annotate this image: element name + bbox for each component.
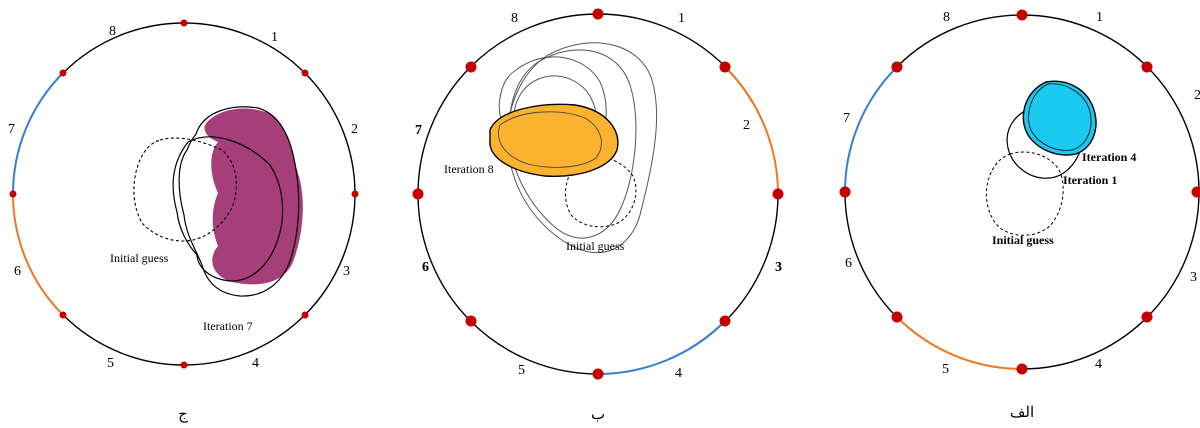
electrode-label: 1 — [271, 30, 278, 45]
electrode — [1141, 311, 1153, 323]
target-inclusion — [204, 108, 303, 285]
blue-arc — [844, 66, 898, 193]
electrode-label: 2 — [743, 118, 750, 133]
electrode-label: 6 — [422, 260, 429, 275]
iteration-label: Iteration 8 — [444, 162, 494, 176]
electrode — [1016, 363, 1028, 375]
electrode — [465, 315, 477, 327]
electrode — [1141, 61, 1153, 73]
iteration-8-outline — [498, 111, 602, 168]
electrode-label: 6 — [845, 256, 852, 271]
electrode-label: 5 — [107, 356, 114, 371]
iteration-label: Iteration 7 — [203, 319, 253, 333]
electrode — [180, 19, 188, 27]
electrode-label: 4 — [1095, 357, 1102, 372]
electrode — [59, 69, 67, 77]
initial-guess-outline — [985, 151, 1064, 236]
electrode-label: 7 — [843, 111, 850, 126]
electrode-label: 8 — [109, 24, 116, 39]
electrode — [180, 361, 188, 369]
iteration-7-outline-inner — [172, 136, 284, 282]
electrode — [772, 188, 784, 200]
iteration-7-outline-outer — [178, 106, 300, 297]
orange-arc — [724, 66, 779, 195]
electrode-label: 1 — [1096, 10, 1103, 25]
electrode-label: 4 — [675, 366, 682, 381]
electrode — [9, 190, 17, 198]
electrodes — [839, 9, 1200, 375]
electrode-label: 5 — [518, 363, 525, 378]
electrode — [592, 8, 604, 20]
electrode-label: 6 — [14, 264, 21, 279]
panel-caption: الف — [1010, 405, 1034, 421]
initial-guess-label: Initial guess — [566, 239, 625, 253]
electrodes — [412, 8, 784, 380]
electrodes — [9, 19, 359, 369]
orange-arc — [896, 316, 1023, 370]
electrode — [351, 190, 359, 198]
electrode — [719, 315, 731, 327]
electrode-label: 3 — [775, 260, 782, 275]
electrode — [891, 61, 903, 73]
electrode — [59, 311, 67, 319]
electrode — [301, 311, 309, 319]
orange-arc — [11, 193, 64, 316]
electrode — [1016, 9, 1028, 21]
electrode — [592, 368, 604, 380]
panel-caption: ب — [591, 407, 605, 423]
blue-arc — [11, 72, 64, 195]
electrode — [412, 188, 424, 200]
panel-jeem: 1 2 3 4 5 6 7 8 Initial guess Iteration … — [8, 19, 359, 423]
panel-alef: 1 2 3 4 5 6 7 8 Iteration 4 Iteration 1 … — [839, 9, 1200, 421]
initial-guess-label: Initial guess — [992, 233, 1054, 247]
target-inclusion — [1022, 80, 1097, 156]
electrode-label: 7 — [415, 123, 422, 138]
blue-arc — [597, 320, 726, 375]
electrode — [839, 186, 851, 198]
panel-caption: ج — [178, 407, 188, 423]
electrode-label: 2 — [1194, 88, 1200, 103]
initial-guess-label: Initial guess — [110, 251, 169, 265]
electrode-label: 1 — [678, 11, 685, 26]
initial-guess-outline — [133, 137, 237, 242]
electrode — [891, 311, 903, 323]
iteration-4-label: Iteration 4 — [1082, 150, 1136, 164]
electrode-label: 8 — [943, 10, 950, 25]
electrode-label: 3 — [1190, 270, 1197, 285]
electrode-label: 4 — [252, 356, 259, 371]
target-inclusion — [489, 103, 619, 177]
electrode-label: 8 — [511, 11, 518, 26]
electrode-label: 7 — [8, 122, 15, 137]
iteration-1-label: Iteration 1 — [1063, 173, 1117, 187]
electrode-label: 5 — [942, 362, 949, 377]
electrode — [465, 61, 477, 73]
panel-beh: 1 2 3 4 5 6 7 8 Iteration 8 Initial gues… — [412, 8, 784, 423]
electrode-label: 3 — [343, 264, 350, 279]
iteration-4-outline — [1028, 83, 1092, 151]
electrode — [719, 61, 731, 73]
electrode-label: 2 — [351, 122, 358, 137]
electrode — [301, 69, 309, 77]
electrode — [1191, 186, 1200, 198]
